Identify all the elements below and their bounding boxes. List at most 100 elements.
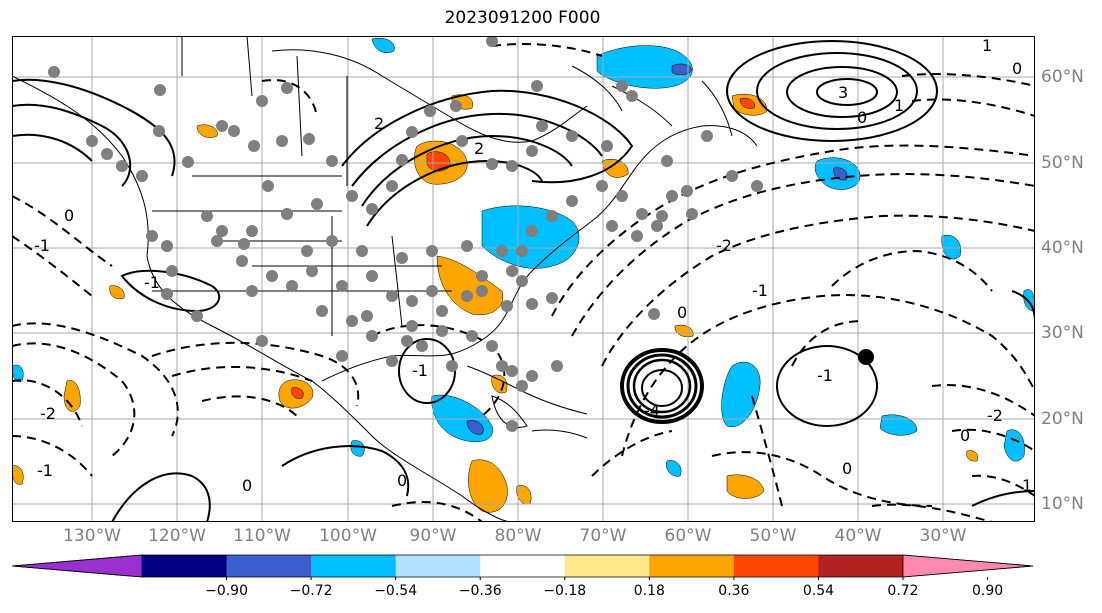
latitude-label: 60°N: [1041, 67, 1084, 87]
station-dot: [361, 310, 373, 322]
station-dot: [401, 335, 413, 347]
contour-label: 0: [677, 303, 687, 322]
station-dot: [651, 220, 663, 232]
longitude-label: 80°W: [494, 526, 542, 546]
station-dot: [86, 135, 98, 147]
colorbar-segment: [649, 555, 735, 577]
station-dot: [461, 240, 473, 252]
anomaly-region: [491, 374, 508, 394]
colorbar-segment: [733, 555, 819, 577]
station-dot: [496, 245, 508, 257]
longitude-label: 70°W: [579, 526, 627, 546]
anomaly-region: [879, 414, 918, 436]
station-dot: [386, 355, 398, 367]
colorbar-tick-label: −0.54: [374, 583, 418, 599]
anomaly-region: [721, 361, 761, 428]
contour-label: -1: [34, 236, 50, 255]
anomaly-region: [371, 37, 395, 54]
map-canvas[interactable]: 0 -1 2 2 3 1 0 -4 -1 -1 -2 -1 0 -2 0 -2 …: [12, 36, 1035, 522]
station-dot: [386, 290, 398, 302]
station-dot: [286, 280, 298, 292]
station-dot: [461, 290, 473, 302]
station-dot: [424, 105, 436, 117]
station-dot: [386, 180, 398, 192]
anomaly-region: [671, 63, 693, 75]
anomaly-region: [63, 380, 81, 412]
map-title: 2023091200 F000: [444, 8, 601, 28]
colorbar-segment: [142, 555, 228, 577]
station-dot: [303, 133, 315, 145]
coastlines: [12, 36, 758, 522]
contour-label: 0: [397, 471, 407, 490]
station-dot: [256, 95, 268, 107]
anomaly-region: [12, 465, 24, 485]
station-dot: [201, 210, 213, 222]
colorbar-tick-label: 0.36: [718, 583, 750, 599]
station-dot: [466, 330, 478, 342]
anomaly-region: [481, 205, 580, 269]
station-dot: [276, 135, 288, 147]
station-dot: [153, 125, 165, 137]
anomaly-region: [601, 158, 629, 178]
station-dot: [346, 315, 358, 327]
station-dot: [406, 320, 418, 332]
station-dot: [306, 265, 318, 277]
anomaly-region: [674, 324, 694, 338]
station-dot: [426, 285, 438, 297]
highlighted-station-dot: [858, 349, 874, 365]
station-dot: [228, 125, 240, 137]
station-dot: [256, 335, 268, 347]
colorbar-segment: [395, 555, 481, 577]
station-dot: [501, 300, 513, 312]
station-dot: [281, 208, 293, 220]
station-dot: [48, 66, 60, 78]
anomaly-region: [350, 440, 365, 457]
contour-label: 1: [894, 96, 904, 115]
station-dot: [616, 80, 628, 92]
station-dot: [626, 90, 638, 102]
anomaly-region: [466, 420, 484, 435]
station-dot: [366, 330, 378, 342]
contour-label: 0: [960, 426, 970, 445]
colorbar-segment: [11, 554, 143, 578]
station-dot: [216, 225, 228, 237]
station-dot: [166, 265, 178, 277]
station-dot: [366, 270, 378, 282]
anomaly-region: [468, 459, 508, 513]
station-dot: [661, 155, 673, 167]
station-dot: [506, 365, 518, 377]
station-dot: [666, 190, 678, 202]
anomaly-region: [726, 474, 765, 499]
station-dot: [601, 140, 613, 152]
station-dot: [406, 295, 418, 307]
station-dot: [246, 225, 258, 237]
colorbar-tick-label: 0.18: [633, 583, 665, 599]
anomaly-region: [12, 364, 24, 382]
station-dots: [48, 36, 763, 432]
contour-label: 0: [842, 459, 852, 478]
station-dot: [546, 292, 558, 304]
colorbar-segment: [480, 555, 566, 577]
map-panel[interactable]: 0 -1 2 2 3 1 0 -4 -1 -1 -2 -1 0 -2 0 -2 …: [12, 36, 1035, 522]
station-dot: [496, 360, 508, 372]
station-dot: [526, 298, 538, 310]
station-dot: [516, 380, 528, 392]
contour-label: 1: [982, 36, 992, 55]
longitude-label: 120°W: [148, 526, 206, 546]
contour-label: -2: [716, 236, 732, 255]
colorbar-segment: [311, 555, 397, 577]
contour-label: -1: [144, 273, 160, 292]
contour-label: -1: [752, 281, 768, 300]
station-dot: [446, 360, 458, 372]
station-dot: [182, 156, 194, 168]
station-dot: [101, 148, 113, 160]
contour-label: -2: [40, 404, 56, 423]
station-dot: [648, 308, 660, 320]
station-dot: [531, 80, 543, 92]
contour-label: 2: [474, 139, 484, 158]
longitude-label: 90°W: [409, 526, 457, 546]
contour-label: 1: [1022, 476, 1032, 495]
contour-label: -4: [644, 401, 660, 420]
colorbar-segment: [818, 555, 904, 577]
station-dot: [436, 325, 448, 337]
